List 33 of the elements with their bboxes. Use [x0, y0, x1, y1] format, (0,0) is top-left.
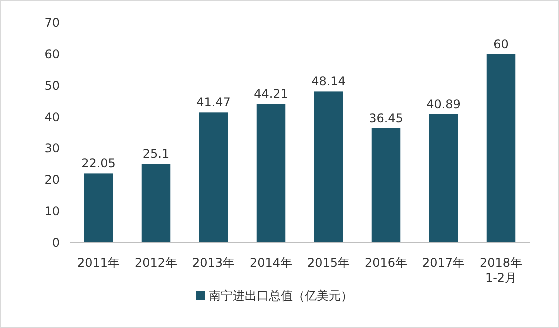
bar [372, 128, 401, 243]
x-tick-label: 2013年 [192, 256, 236, 270]
x-tick-label: 2015年 [307, 256, 350, 270]
bar [314, 92, 344, 243]
data-label: 22.05 [82, 156, 116, 171]
bar [142, 164, 171, 243]
x-tick-label: 2012年 [134, 256, 178, 270]
y-tick-label: 10 [44, 204, 60, 219]
bar [429, 114, 458, 243]
data-label: 48.14 [312, 74, 346, 89]
y-tick-label: 70 [44, 16, 60, 30]
data-label: 44.21 [254, 87, 288, 102]
bar [486, 54, 516, 243]
data-label: 40.89 [426, 97, 461, 112]
data-label: 36.45 [369, 111, 404, 126]
y-tick-label: 50 [44, 78, 60, 93]
y-tick-label: 20 [44, 173, 60, 188]
x-tick-label: 2018年 1-2月 [480, 256, 523, 285]
legend: 南宁进出口总值（亿美元） [196, 289, 353, 303]
bar [256, 104, 286, 243]
data-label: 60 [494, 37, 509, 52]
y-tick-label: 60 [44, 47, 60, 62]
x-tick-label: 2017年 [422, 256, 466, 270]
y-tick-label: 0 [52, 236, 60, 250]
bar [199, 112, 228, 243]
data-label: 25.1 [142, 147, 170, 162]
y-tick-label: 30 [44, 142, 60, 156]
bar [84, 174, 114, 243]
y-tick-label: 40 [44, 110, 60, 124]
data-label: 41.47 [196, 96, 231, 110]
x-tick-label: 2011年 [77, 256, 120, 270]
x-tick-label: 2016年 [364, 256, 408, 270]
x-tick-label: 2014年 [250, 256, 293, 270]
